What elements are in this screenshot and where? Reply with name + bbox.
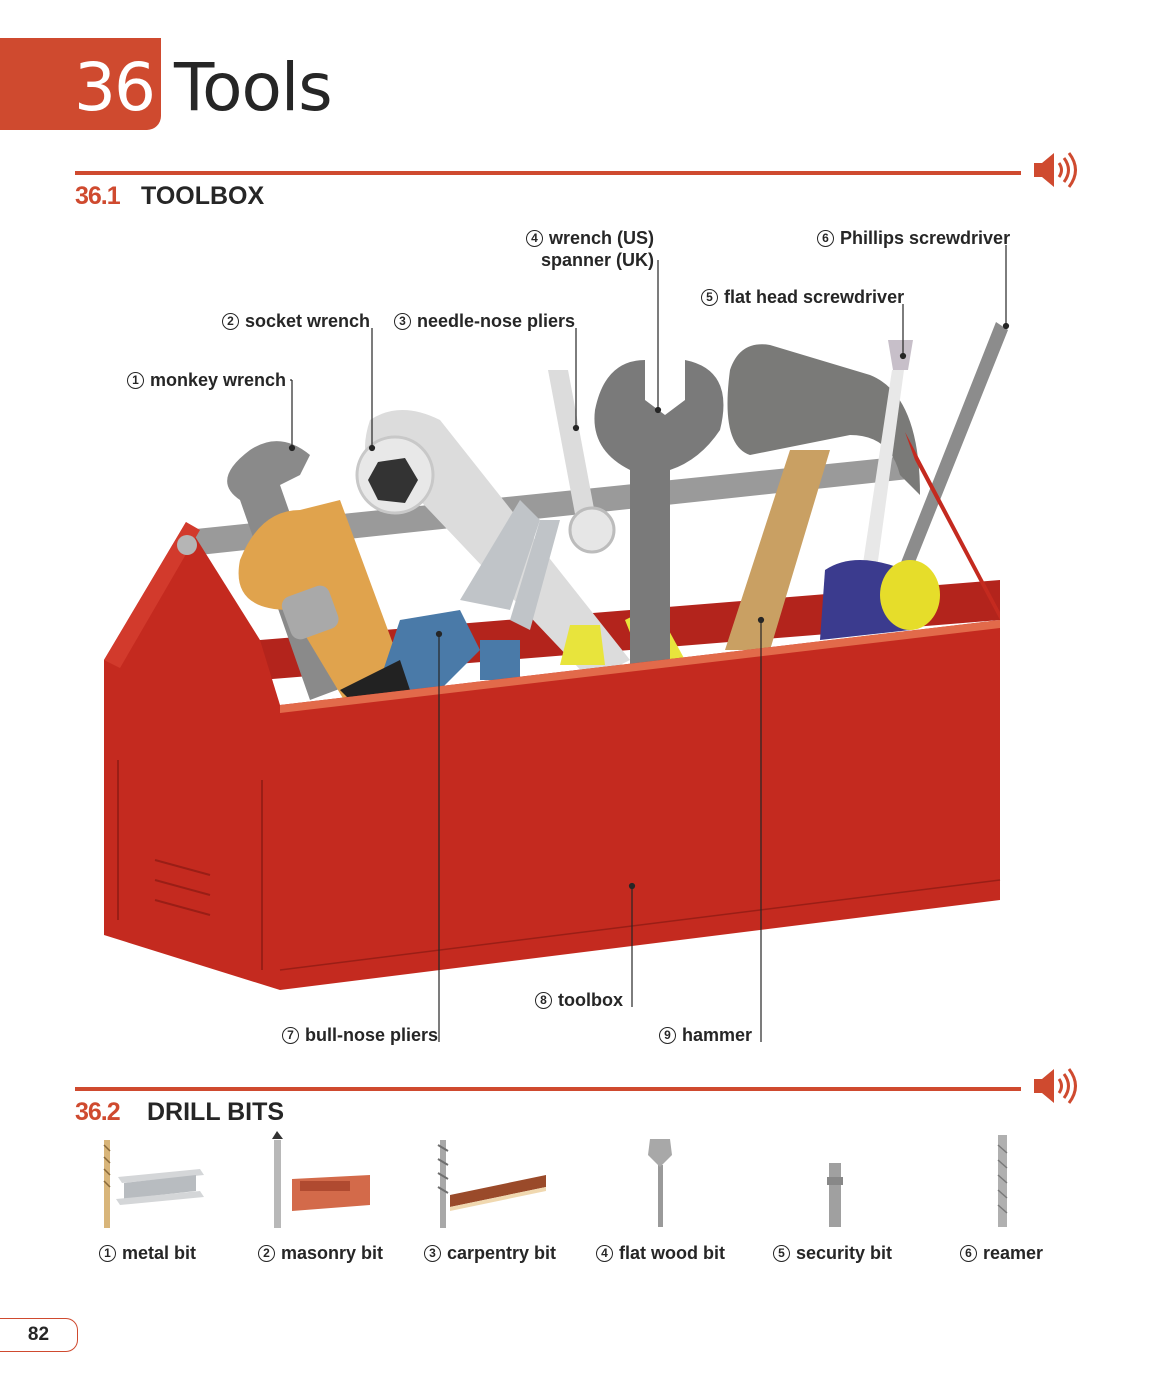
chapter-tab [0,38,161,130]
label-bull-nose-pliers: 7 bull-nose pliers [282,1024,438,1046]
label-flat-head-screwdriver: 5 flat head screwdriver [701,286,904,308]
section-title: DRILL BITS [147,1098,285,1126]
section-rule [75,1087,1021,1091]
speaker-icon[interactable] [1030,150,1078,195]
label-wrench: 4 wrench (US) spanner (UK) [525,227,654,271]
masonry-bit-icon [272,1131,370,1228]
label-toolbox: 8 toolbox [535,989,623,1011]
section-number: 36.1 [75,182,121,210]
label-carpentry-bit: 3 carpentry bit [424,1242,556,1264]
section-number: 36.2 [75,1098,121,1126]
wrench-icon [594,360,724,670]
speaker-icon[interactable] [1030,1066,1078,1111]
label-flat-wood-bit: 4 flat wood bit [596,1242,725,1264]
section-title: TOOLBOX [141,182,265,210]
phillips-screwdriver-icon [880,322,1008,630]
label-monkey-wrench: 1 monkey wrench [127,369,286,391]
label-needle-nose-pliers: 3 needle-nose pliers [394,310,575,332]
security-bit-icon [827,1163,843,1227]
label-socket-wrench: 2 socket wrench [222,310,370,332]
monkey-wrench-icon [227,441,410,710]
bull-nose-pliers-icon [340,500,560,710]
drill-bits-illustration [103,1131,1008,1228]
label-masonry-bit: 2 masonry bit [258,1242,383,1264]
metal-bit-icon [103,1140,204,1228]
section-rule [75,171,1021,175]
label-metal-bit: 1 metal bit [99,1242,196,1264]
carpentry-bit-icon [437,1140,546,1228]
chapter-title: Tools [174,49,333,126]
chapter-number: 36 [74,49,156,126]
page-number: 82 [0,1318,78,1352]
label-hammer: 9 hammer [659,1024,752,1046]
hammer-icon [725,344,920,650]
label-security-bit: 5 security bit [773,1242,892,1264]
reamer-icon [997,1135,1008,1227]
label-reamer: 6 reamer [960,1242,1043,1264]
label-phillips-screwdriver: 6 Phillips screwdriver [817,227,1010,249]
flat-wood-bit-icon [648,1139,672,1227]
